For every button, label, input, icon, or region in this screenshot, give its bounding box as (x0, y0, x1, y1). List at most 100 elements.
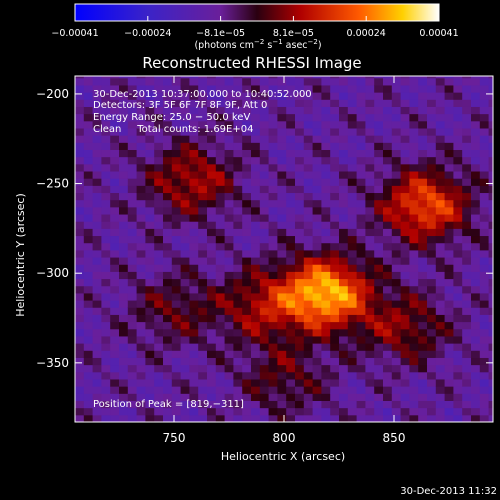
heatmap-cell (462, 76, 472, 79)
heatmap-cell (110, 407, 120, 416)
heatmap-cell (171, 192, 182, 201)
heatmap-cell (198, 127, 208, 136)
heatmap-cell (233, 113, 243, 122)
heatmap-cell (488, 328, 493, 337)
heatmap-cell (136, 292, 146, 301)
heatmap-cell (145, 178, 155, 186)
heatmap-cell (83, 221, 94, 229)
heatmap-cell (356, 77, 366, 86)
heatmap-cell (75, 350, 85, 358)
heatmap-cell (207, 235, 217, 244)
heatmap-cell (356, 264, 366, 272)
heatmap-cell (198, 77, 208, 86)
heatmap-cell (471, 135, 481, 143)
heatmap-cell (444, 407, 454, 416)
heatmap-cell (339, 307, 349, 315)
heatmap-cell (207, 163, 217, 172)
heatmap-cell (444, 335, 454, 344)
heatmap-cell (295, 163, 305, 172)
heatmap-cell (462, 278, 472, 287)
heatmap-cell (101, 249, 111, 258)
heatmap-cell (471, 214, 481, 222)
heatmap-cell (453, 235, 463, 244)
heatmap-cell (154, 371, 164, 380)
heatmap-cell (189, 142, 199, 150)
heatmap-cell (233, 371, 243, 380)
heatmap-cell (444, 371, 454, 380)
heatmap-cell (356, 335, 366, 344)
heatmap-cell (136, 199, 146, 208)
heatmap-cell (303, 228, 314, 237)
heatmap-cell (321, 393, 331, 401)
heatmap-cell (268, 92, 278, 100)
heatmap-cell (471, 271, 481, 280)
heatmap-cell (75, 271, 85, 280)
heatmap-cell (488, 142, 493, 150)
heatmap-cell (145, 364, 155, 373)
heatmap-cell (207, 127, 217, 136)
heatmap-cell (224, 99, 234, 107)
colorbar-tick-label: −8.1e−05 (196, 28, 245, 39)
heatmap-cell (171, 328, 182, 337)
heatmap-cell (339, 127, 349, 136)
heatmap-cell (127, 350, 138, 358)
heatmap-cell (365, 192, 375, 201)
heatmap-cell (339, 149, 349, 158)
heatmap-cell (347, 357, 358, 366)
heatmap-cell (277, 414, 287, 422)
heatmap-cell (189, 92, 199, 100)
heatmap-cell (75, 77, 85, 86)
heatmap-cell (136, 335, 146, 344)
heatmap-cell (321, 120, 331, 129)
heatmap-cell (242, 185, 252, 194)
heatmap-cell (330, 407, 340, 416)
heatmap-cell (330, 120, 340, 129)
heatmap-cell (215, 76, 226, 79)
heatmap-cell (101, 214, 111, 222)
heatmap-cell (75, 99, 85, 107)
heatmap-cell (400, 343, 410, 351)
heatmap-cell (488, 135, 493, 143)
heatmap-cell (119, 76, 129, 79)
heatmap-cell (207, 206, 217, 215)
heatmap-cell (189, 214, 199, 222)
heatmap-cell (471, 149, 481, 158)
heatmap-cell (453, 350, 463, 358)
heatmap-cell (198, 185, 208, 194)
heatmap-cell (356, 235, 366, 244)
heatmap-cell (286, 92, 296, 100)
heatmap-cell (488, 314, 493, 323)
heatmap-cell (259, 386, 270, 394)
heatmap-cell (356, 400, 366, 409)
heatmap-cell (400, 321, 410, 330)
heatmap-cell (462, 335, 472, 344)
heatmap-cell (488, 106, 493, 115)
heatmap-cell (110, 357, 120, 366)
heatmap-cell (154, 149, 164, 158)
heatmap-cell (75, 120, 85, 129)
heatmap-cell (233, 357, 243, 366)
heatmap-cell (321, 300, 331, 308)
heatmap-cell (286, 163, 296, 172)
heatmap-cell (207, 407, 217, 416)
heatmap-cell (374, 249, 384, 258)
heatmap-cell (101, 171, 111, 179)
heatmap-cell (418, 84, 428, 93)
heatmap-cell (312, 77, 322, 86)
heatmap-cell (110, 171, 120, 179)
heatmap-cell (92, 378, 102, 387)
heatmap-cell (479, 135, 490, 143)
heatmap-cell (154, 135, 164, 143)
heatmap-cell (224, 92, 234, 100)
heatmap-cell (444, 142, 454, 150)
heatmap-cell (268, 120, 278, 129)
plot-area (75, 76, 493, 422)
heatmap-cell (339, 228, 349, 237)
heatmap-cell (180, 335, 190, 344)
heatmap-cell (339, 285, 349, 294)
heatmap-cell (383, 106, 393, 115)
heatmap-cell (136, 314, 146, 323)
heatmap-cell (127, 407, 138, 416)
heatmap-cell (444, 99, 454, 107)
heatmap-cell (92, 364, 102, 373)
